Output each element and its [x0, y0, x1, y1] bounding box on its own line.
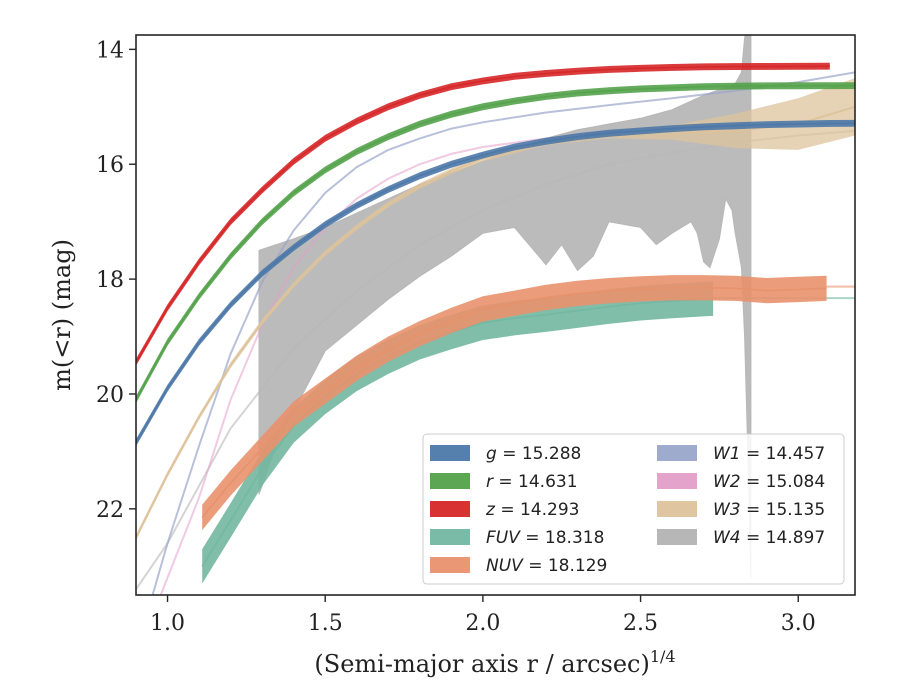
legend-box — [422, 433, 845, 585]
legend-swatch-w3 — [657, 501, 697, 517]
legend-label-w3: W3 = 15.135 — [713, 500, 825, 520]
series-fuv-band — [202, 281, 714, 584]
legend-label-nuv: NUV = 18.129 — [486, 556, 607, 576]
y-axis-label: m(<r) (mag) — [48, 239, 76, 391]
legend-swatch-g — [430, 445, 470, 461]
legend-swatch-r — [430, 473, 470, 489]
x-tick-label: 1.5 — [308, 611, 343, 636]
legend-label-fuv: FUV = 18.318 — [486, 528, 604, 548]
legend: g = 15.288 r = 14.631 z = 14.293 FUV = 18.3… — [422, 433, 845, 585]
legend-swatch-w1 — [657, 445, 697, 461]
series-layer — [136, 35, 855, 595]
legend-swatch-w4 — [657, 529, 697, 545]
legend-label-r: r = 14.631 — [486, 472, 578, 492]
legend-swatch-fuv — [430, 529, 470, 545]
series-g-line — [136, 122, 855, 444]
y-tick-label: 14 — [96, 38, 124, 63]
y-tick-label: 22 — [96, 498, 124, 523]
x-axis-label: (Semi-major axis r / arcsec)1/4 — [314, 647, 675, 678]
legend-label-z: z = 14.293 — [485, 500, 579, 520]
x-tick-label: 2.0 — [465, 611, 500, 636]
x-tick-label: 1.0 — [150, 611, 185, 636]
x-tick-label: 2.5 — [623, 611, 658, 636]
legend-swatch-w2 — [657, 473, 697, 489]
legend-label-w2: W2 = 15.084 — [713, 472, 825, 492]
legend-label-g: g = 15.288 — [486, 444, 581, 464]
y-tick-label: 20 — [96, 383, 124, 408]
legend-label-w1: W1 = 14.457 — [713, 444, 825, 464]
series-z-line — [136, 65, 830, 363]
x-tick-label: 3.0 — [781, 611, 816, 636]
series-nuv-line — [201, 286, 827, 519]
y-tick-label: 16 — [96, 153, 124, 178]
series-nuv-band — [202, 275, 827, 531]
y-axis: 14 16 18 20 22 — [96, 38, 136, 523]
x-axis: 1.0 1.5 2.0 2.5 3.0 — [150, 595, 816, 636]
legend-label-w4: W4 = 14.897 — [713, 528, 825, 548]
series-w3-line — [136, 106, 855, 538]
legend-swatch-z — [430, 501, 470, 517]
y-tick-label: 18 — [96, 268, 124, 293]
legend-swatch-nuv — [430, 557, 470, 573]
series-r-line — [136, 84, 855, 401]
plot-frame — [135, 34, 856, 596]
series-w1-line — [151, 71, 855, 595]
